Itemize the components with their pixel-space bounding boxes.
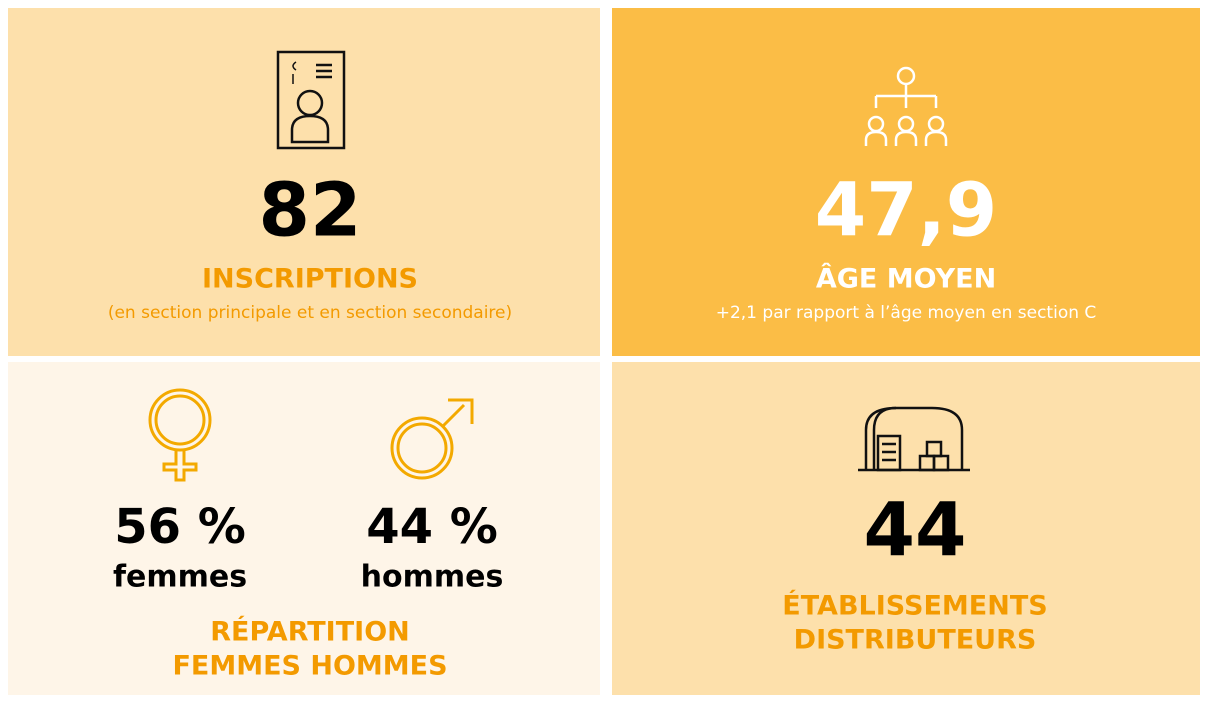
female-icon xyxy=(148,388,212,482)
value: 47,9 xyxy=(815,168,998,254)
label: INSCRIPTIONS xyxy=(202,264,418,295)
label: DISTRIBUTEURS xyxy=(794,625,1037,656)
label: ÉTABLISSEMENTS xyxy=(782,590,1047,622)
panel xyxy=(8,8,600,356)
panel xyxy=(612,8,1200,356)
value: 44 xyxy=(864,488,967,574)
label: hommes xyxy=(361,560,504,595)
id-card-icon xyxy=(276,50,346,150)
panel xyxy=(8,362,600,695)
value: 56 % xyxy=(114,499,246,555)
value: 82 xyxy=(259,168,362,254)
note: +2,1 par rapport à l’âge moyen en sectio… xyxy=(716,303,1097,323)
org-icon xyxy=(864,66,948,146)
male-icon xyxy=(390,398,474,480)
value: 44 % xyxy=(366,499,498,555)
title: FEMMES HOMMES xyxy=(172,651,447,682)
title: RÉPARTITION xyxy=(210,616,410,648)
warehouse-icon xyxy=(858,406,970,472)
label: femmes xyxy=(113,560,247,595)
panel xyxy=(612,362,1200,695)
note: (en section principale et en section sec… xyxy=(108,303,512,323)
label: ÂGE MOYEN xyxy=(816,263,996,295)
